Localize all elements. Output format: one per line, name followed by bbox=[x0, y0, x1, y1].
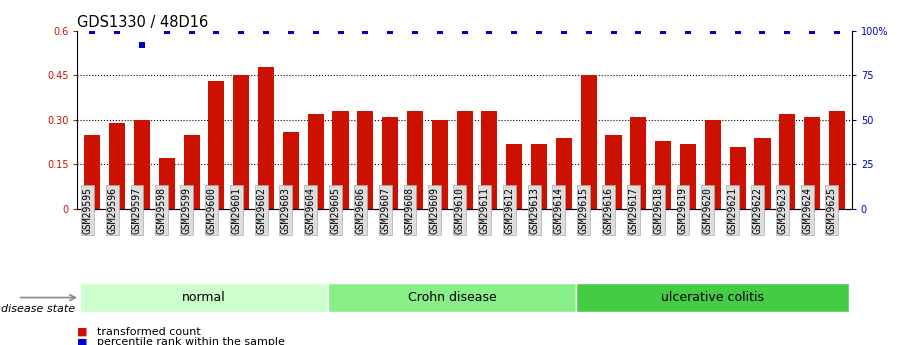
Text: GSM29618: GSM29618 bbox=[653, 187, 663, 234]
Text: transformed count: transformed count bbox=[97, 327, 201, 337]
Bar bbox=[109, 123, 125, 209]
Text: GSM29609: GSM29609 bbox=[430, 187, 440, 234]
Bar bbox=[829, 111, 845, 209]
Text: GSM29601: GSM29601 bbox=[231, 187, 241, 234]
Bar bbox=[705, 120, 721, 209]
Text: GSM29614: GSM29614 bbox=[554, 187, 564, 234]
Text: GSM29625: GSM29625 bbox=[827, 187, 837, 234]
Text: GSM29610: GSM29610 bbox=[455, 187, 465, 234]
Bar bbox=[630, 117, 647, 209]
Text: GSM29622: GSM29622 bbox=[752, 187, 763, 234]
Text: GSM29599: GSM29599 bbox=[181, 187, 191, 234]
Text: GSM29600: GSM29600 bbox=[207, 187, 217, 234]
Text: GSM29606: GSM29606 bbox=[355, 187, 365, 234]
Bar bbox=[507, 144, 522, 209]
Text: GSM29596: GSM29596 bbox=[107, 187, 118, 234]
Bar bbox=[730, 147, 746, 209]
Bar bbox=[159, 158, 175, 209]
Text: normal: normal bbox=[182, 291, 226, 304]
Bar bbox=[432, 120, 448, 209]
Text: GSM29616: GSM29616 bbox=[603, 187, 613, 234]
Bar bbox=[357, 111, 374, 209]
FancyBboxPatch shape bbox=[80, 283, 328, 312]
Text: GSM29613: GSM29613 bbox=[529, 187, 539, 234]
Bar bbox=[556, 138, 572, 209]
Text: GSM29595: GSM29595 bbox=[82, 187, 92, 234]
Bar bbox=[134, 120, 150, 209]
Text: GSM29623: GSM29623 bbox=[777, 187, 787, 234]
Text: GSM29615: GSM29615 bbox=[578, 187, 589, 234]
Text: GSM29598: GSM29598 bbox=[157, 187, 167, 234]
Text: GSM29617: GSM29617 bbox=[629, 187, 639, 234]
Bar bbox=[382, 117, 398, 209]
Bar bbox=[580, 76, 597, 209]
Text: GSM29621: GSM29621 bbox=[728, 187, 738, 234]
Text: ulcerative colitis: ulcerative colitis bbox=[661, 291, 764, 304]
Bar bbox=[779, 114, 795, 209]
FancyBboxPatch shape bbox=[328, 283, 577, 312]
Text: disease state: disease state bbox=[1, 304, 75, 314]
Text: GSM29604: GSM29604 bbox=[306, 187, 316, 234]
Text: percentile rank within the sample: percentile rank within the sample bbox=[97, 337, 285, 345]
Bar bbox=[481, 111, 497, 209]
Bar bbox=[606, 135, 621, 209]
Text: GSM29607: GSM29607 bbox=[380, 187, 390, 234]
Bar bbox=[804, 117, 820, 209]
Text: GSM29612: GSM29612 bbox=[505, 187, 514, 234]
Text: GSM29624: GSM29624 bbox=[802, 187, 812, 234]
Bar bbox=[333, 111, 349, 209]
Text: Crohn disease: Crohn disease bbox=[408, 291, 496, 304]
Bar bbox=[84, 135, 100, 209]
Bar bbox=[754, 138, 771, 209]
Bar bbox=[680, 144, 696, 209]
Bar bbox=[258, 67, 274, 209]
Bar bbox=[209, 81, 224, 209]
Text: GSM29620: GSM29620 bbox=[702, 187, 712, 234]
Bar bbox=[456, 111, 473, 209]
Text: GDS1330 / 48D16: GDS1330 / 48D16 bbox=[77, 15, 209, 30]
Text: GSM29597: GSM29597 bbox=[132, 187, 142, 234]
Text: ■: ■ bbox=[77, 327, 88, 337]
Text: GSM29605: GSM29605 bbox=[331, 187, 341, 234]
FancyBboxPatch shape bbox=[577, 283, 849, 312]
Bar bbox=[655, 141, 671, 209]
Text: GSM29603: GSM29603 bbox=[281, 187, 291, 234]
Text: ■: ■ bbox=[77, 337, 88, 345]
Text: GSM29611: GSM29611 bbox=[479, 187, 489, 234]
Bar bbox=[407, 111, 423, 209]
Bar bbox=[233, 76, 250, 209]
Bar bbox=[183, 135, 200, 209]
Bar bbox=[531, 144, 548, 209]
Bar bbox=[308, 114, 323, 209]
Text: GSM29608: GSM29608 bbox=[405, 187, 415, 234]
Text: GSM29602: GSM29602 bbox=[256, 187, 266, 234]
Bar bbox=[282, 132, 299, 209]
Text: GSM29619: GSM29619 bbox=[678, 187, 688, 234]
